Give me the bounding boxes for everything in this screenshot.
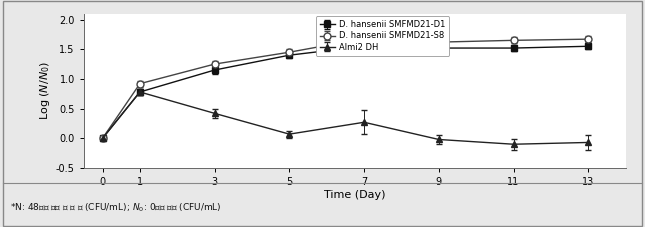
Text: *N: 48시간 배양 후 균 수 (CFU/mL); $N_0$: 0시간 균수 (CFU/mL): *N: 48시간 배양 후 균 수 (CFU/mL); $N_0$: 0시간 균… (10, 201, 221, 214)
Legend: D. hansenii SMFMD21-D1, D. hansenii SMFMD21-S8, Almi2 DH: D. hansenii SMFMD21-D1, D. hansenii SMFM… (315, 16, 450, 56)
X-axis label: Time (Day): Time (Day) (324, 190, 386, 200)
Y-axis label: Log ($N/N_0$): Log ($N/N_0$) (38, 61, 52, 120)
